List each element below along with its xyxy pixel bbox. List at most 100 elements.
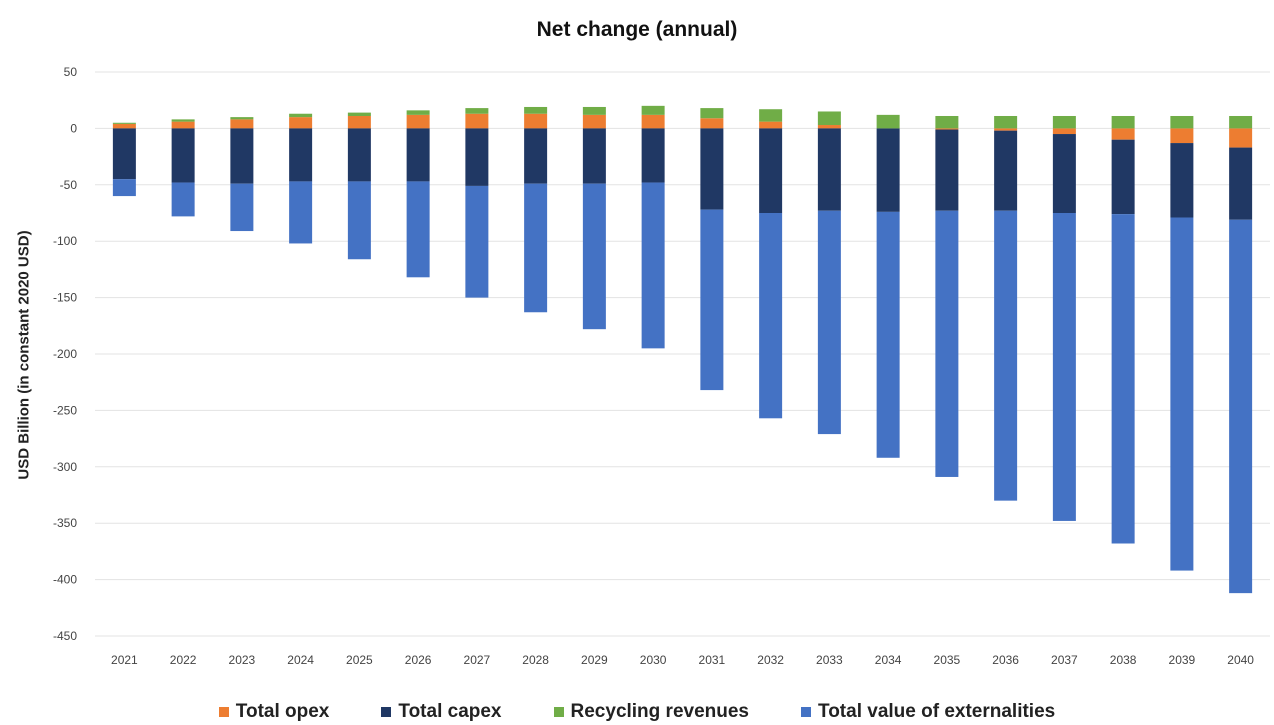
x-tick-label: 2039 [1169,653,1196,667]
bar-segment-recycling-revenues [876,114,900,129]
legend-label: Total value of externalities [818,701,1056,722]
bar-segment-total-value-of-externalities [817,210,841,435]
bar-segment-recycling-revenues [935,115,959,129]
bar-segment-recycling-revenues [230,117,254,120]
x-tick-label: 2024 [287,653,314,667]
legend-swatch [218,707,229,717]
x-tick-label: 2035 [934,653,961,667]
y-tick-label: -350 [53,516,77,530]
bar-segment-total-opex [817,125,841,129]
bar-segment-total-value-of-externalities [524,183,548,313]
bar-segment-total-opex [524,113,548,129]
legend-label: Recycling revenues [570,701,749,722]
bar-segment-total-capex [1170,143,1194,218]
bar-segment-total-capex [171,128,195,183]
x-tick-label: 2036 [992,653,1019,667]
bar-segment-total-capex [935,129,959,211]
bar-segment-total-capex [700,128,724,210]
bar-segment-total-capex [289,128,313,182]
bar-segment-recycling-revenues [641,105,665,115]
bar-segment-recycling-revenues [994,115,1018,129]
bar-segment-recycling-revenues [817,111,841,126]
bar-segment-total-value-of-externalities [759,213,783,419]
bar-segment-total-capex [524,128,548,184]
bar-segment-recycling-revenues [1170,115,1194,129]
y-tick-label: -450 [53,629,77,643]
x-tick-label: 2030 [640,653,667,667]
bar-segment-total-opex [1052,128,1076,135]
bar-segment-total-capex [817,128,841,211]
bar-segment-total-capex [1052,134,1076,213]
bar-segment-total-capex [1111,139,1135,215]
bar-segment-total-capex [230,128,254,184]
bar-segment-total-value-of-externalities [171,182,195,217]
bar-segment-total-opex [230,119,254,129]
x-tick-label: 2022 [170,653,197,667]
bar-segment-recycling-revenues [1052,115,1076,129]
bar-segment-total-capex [759,128,783,213]
bar-segment-total-opex [112,123,136,129]
x-tick-label: 2034 [875,653,902,667]
bar-segment-recycling-revenues [465,108,489,114]
bar-segment-total-opex [582,114,606,129]
legend-item: Recycling revenues [553,701,749,723]
legend-swatch [381,707,392,717]
bar-segment-total-opex [171,121,195,129]
x-tick-label: 2027 [464,653,491,667]
bar-segment-total-opex [289,117,313,129]
bar-segment-total-capex [465,128,489,186]
bar-segment-total-value-of-externalities [1111,214,1135,544]
bar-segment-total-value-of-externalities [406,181,430,278]
bar-segment-total-capex [112,128,136,180]
bar-segment-total-value-of-externalities [1229,219,1253,594]
legend-item: Total capex [381,701,502,723]
legend-swatch [553,707,564,717]
legend-label: Total capex [398,701,502,722]
y-tick-label: 0 [70,121,77,135]
legend-swatch [801,707,811,717]
bar-segment-total-value-of-externalities [700,209,724,391]
y-tick-label: 50 [64,65,78,79]
bar-segment-total-value-of-externalities [1170,217,1194,571]
x-tick-label: 2038 [1110,653,1137,667]
x-tick-label: 2029 [581,653,608,667]
bar-segment-recycling-revenues [700,108,724,119]
bar-segment-total-value-of-externalities [465,185,489,298]
bar-segment-total-value-of-externalities [230,183,254,232]
y-tick-label: -400 [53,573,77,587]
bar-segment-total-value-of-externalities [289,181,313,244]
bar-segment-total-opex [347,115,371,129]
bar-segment-total-opex [465,113,489,129]
bar-segment-total-capex [641,128,665,183]
bar-segment-recycling-revenues [759,109,783,122]
bar-segment-recycling-revenues [524,106,548,114]
y-tick-label: -50 [60,178,78,192]
y-tick-label: -200 [53,347,77,361]
x-tick-label: 2031 [699,653,726,667]
bar-segment-recycling-revenues [112,122,136,124]
bar-segment-total-capex [1229,147,1253,220]
bar-segment-total-value-of-externalities [876,211,900,458]
bar-segment-total-opex [1111,128,1135,140]
y-tick-label: -150 [53,291,77,305]
bar-segment-total-opex [1229,128,1253,148]
bar-segment-total-opex [641,114,665,129]
x-tick-label: 2028 [522,653,549,667]
bar-segment-total-opex [406,114,430,129]
bar-segment-total-value-of-externalities [641,182,665,349]
x-tick-label: 2026 [405,653,432,667]
bar-segment-total-capex [876,128,900,212]
bar-segment-recycling-revenues [1111,115,1135,129]
x-tick-label: 2040 [1227,653,1254,667]
bar-segment-total-capex [582,128,606,184]
x-tick-label: 2037 [1051,653,1078,667]
x-tick-label: 2023 [229,653,256,667]
bar-segment-total-opex [1170,128,1194,144]
bar-segment-total-value-of-externalities [112,179,136,197]
x-tick-label: 2025 [346,653,373,667]
bar-segment-recycling-revenues [1229,115,1253,129]
bar-segment-recycling-revenues [582,106,606,115]
bar-segment-total-value-of-externalities [935,210,959,477]
bar-segment-total-opex [700,118,724,129]
